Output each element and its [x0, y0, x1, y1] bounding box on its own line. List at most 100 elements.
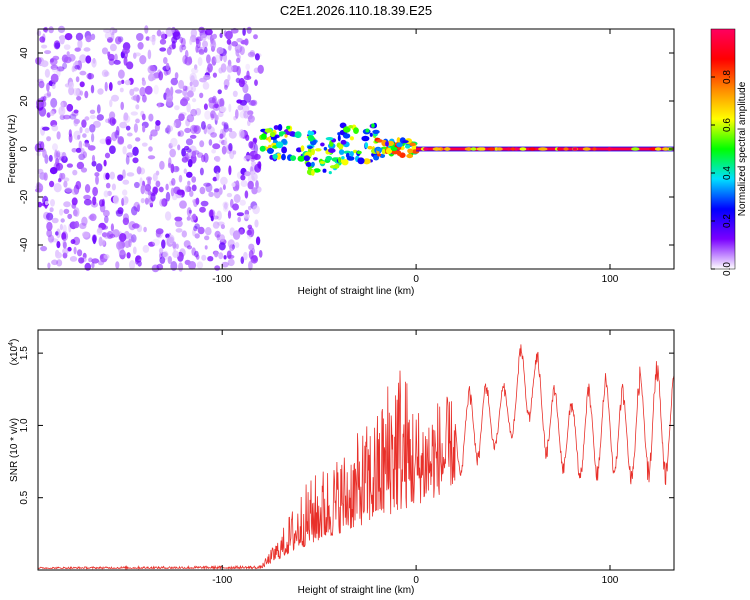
heatmap-cell — [409, 142, 416, 147]
heatmap-cell — [223, 53, 227, 63]
heatmap-cell — [112, 229, 120, 238]
heatmap-cell — [147, 155, 156, 160]
heatmap-cell — [36, 30, 42, 37]
heatmap-cell — [200, 34, 207, 41]
heatmap-cell — [191, 67, 199, 74]
heatmap-cell — [134, 52, 141, 57]
heatmap-cell — [133, 87, 140, 92]
heatmap-cell — [528, 147, 536, 151]
heatmap-cell — [247, 180, 254, 190]
heatmap-cell — [62, 252, 68, 259]
heatmap-cell — [402, 140, 409, 144]
heatmap-cell — [235, 109, 239, 119]
colorbar-tick-label: 0.0 — [722, 262, 733, 276]
heatmap-cell — [201, 254, 207, 261]
heatmap-cell — [654, 147, 662, 151]
heatmap-cell — [197, 226, 205, 235]
heatmap-cell — [144, 197, 149, 205]
heatmap-cell — [228, 130, 237, 139]
heatmap-cell — [109, 99, 113, 108]
heatmap-cell — [204, 110, 212, 120]
heatmap-cell — [219, 97, 225, 108]
heatmap-cell — [109, 43, 117, 52]
heatmap-cell — [248, 260, 253, 271]
heatmap-cell — [82, 231, 90, 238]
heatmap-cell — [315, 148, 322, 152]
heatmap-cell — [307, 130, 311, 136]
heatmap-cell — [381, 148, 386, 155]
heatmap-cell — [201, 154, 206, 163]
heatmap-cell — [116, 241, 122, 250]
heatmap-cell — [80, 167, 88, 173]
heatmap-cell — [114, 130, 120, 139]
heatmap-cell — [159, 198, 166, 207]
heatmap-cell — [199, 167, 204, 176]
heatmap-cell — [39, 36, 46, 43]
x-tick-label: 0 — [413, 274, 419, 285]
heatmap-cell — [290, 155, 297, 162]
heatmap-cell — [338, 144, 344, 151]
heatmap-cell — [186, 171, 193, 178]
heatmap-cell — [346, 156, 355, 161]
heatmap-cell — [223, 124, 229, 133]
heatmap-cell — [200, 200, 209, 207]
heatmap-cell — [311, 169, 315, 176]
heatmap-cell — [247, 51, 256, 58]
heatmap-cell — [122, 179, 130, 185]
heatmap-cell — [204, 235, 210, 241]
heatmap-cell — [111, 31, 115, 41]
heatmap-cell — [193, 225, 198, 232]
heatmap-cell — [63, 208, 70, 214]
heatmap-cell — [142, 125, 146, 133]
heatmap-cell — [44, 26, 48, 34]
heatmap-cell — [46, 221, 53, 232]
heatmap-cell — [101, 232, 108, 238]
x-tick-label: -100 — [212, 274, 232, 285]
heatmap-cell — [312, 157, 318, 161]
heatmap-cell — [83, 194, 91, 200]
heatmap-cell — [254, 79, 258, 86]
x-tick-label: 100 — [602, 274, 619, 285]
heatmap-cell — [247, 115, 255, 123]
heatmap-cell — [148, 73, 155, 82]
heatmap-cell — [111, 183, 116, 191]
heatmap-cell — [213, 165, 221, 174]
heatmap-cell — [122, 189, 128, 196]
heatmap-cell — [36, 183, 44, 193]
heatmap-cell — [194, 64, 198, 70]
heatmap-cell — [250, 161, 257, 166]
heatmap-cell — [220, 63, 227, 73]
snr-scale-label: (x104) — [8, 339, 20, 366]
heatmap-cell — [662, 147, 670, 151]
heatmap-cell — [120, 101, 124, 111]
heatmap-cell — [228, 143, 233, 152]
heatmap-cell — [606, 147, 614, 151]
heatmap-cell — [79, 222, 87, 230]
heatmap-cell — [212, 103, 221, 111]
heatmap-cell — [46, 82, 50, 92]
snr-x-ticks: -100 0 100 — [212, 330, 619, 586]
heatmap-cell — [233, 194, 241, 203]
heatmap-cell — [110, 223, 114, 232]
heatmap-cell — [164, 211, 172, 221]
heatmap-cell — [167, 256, 172, 264]
heatmap-cell — [64, 33, 73, 41]
heatmap-cell — [49, 180, 55, 188]
heatmap-cell — [74, 47, 81, 52]
heatmap-cell — [319, 160, 326, 165]
heatmap-cell — [84, 116, 90, 121]
heatmap-cell — [51, 124, 59, 132]
heatmap-cell — [161, 198, 168, 207]
heatmap-cell — [188, 209, 192, 214]
heatmap-cell — [108, 82, 113, 91]
heatmap-cell — [142, 244, 150, 253]
heatmap-cell — [245, 134, 250, 141]
heatmap-cell — [328, 148, 336, 154]
heatmap-cell — [240, 180, 248, 187]
heatmap-cell — [224, 84, 228, 90]
heatmap-cell — [148, 113, 154, 122]
heatmap-cell — [159, 47, 167, 52]
heatmap-cell — [109, 111, 116, 120]
heatmap-cell — [97, 88, 104, 95]
